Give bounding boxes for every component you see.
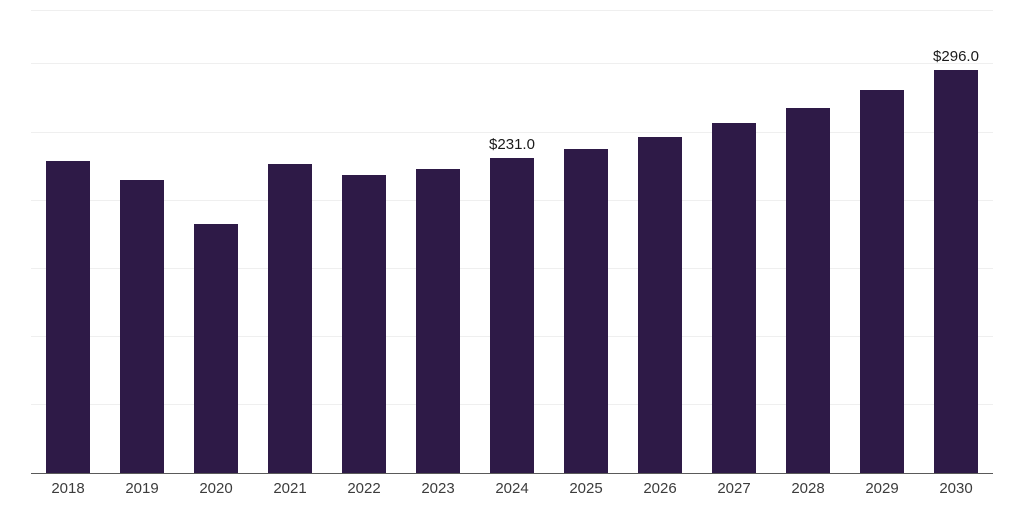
bar-2021	[268, 163, 312, 473]
bar-2020	[194, 223, 238, 473]
plot-area: $231.0 $296.0	[31, 10, 993, 474]
bar-column-2018	[31, 10, 105, 473]
x-tick-label-2018: 2018	[51, 480, 85, 497]
x-axis: 2018 2019 2020 2021 2022 2023 2024 2025 2026 2027…	[31, 480, 993, 497]
gridline	[31, 63, 993, 65]
bar-column-2027	[697, 10, 771, 473]
bar-column-2024: $231.0	[475, 10, 549, 473]
bar-2030	[934, 69, 978, 473]
x-tick-label-2020: 2020	[199, 480, 233, 497]
data-label-2030: $296.0	[933, 47, 979, 65]
bar-2023	[416, 169, 460, 473]
x-tick-label-2028: 2028	[791, 480, 825, 497]
bar-column-2026	[623, 10, 697, 473]
bar-column-2019	[105, 10, 179, 473]
bar-2027	[712, 123, 756, 473]
x-tick-label-2026: 2026	[643, 480, 677, 497]
bar-2024	[490, 158, 534, 473]
bar-2029	[860, 90, 904, 473]
x-tick-label-2022: 2022	[347, 480, 381, 497]
x-tick-label-2021: 2021	[273, 480, 307, 497]
x-tick-label-2030: 2030	[939, 480, 973, 497]
bar-2019	[120, 180, 164, 473]
bar-2028	[786, 108, 830, 473]
x-tick-label-2027: 2027	[717, 480, 751, 497]
bar-2022	[342, 174, 386, 473]
bar-column-2025	[549, 10, 623, 473]
bar-2025	[564, 148, 608, 473]
gridline	[31, 131, 993, 133]
gridline-top	[31, 10, 993, 11]
bar-column-2023	[401, 10, 475, 473]
bar-column-2022	[327, 10, 401, 473]
data-label-2024: $231.0	[489, 136, 535, 154]
bar-2026	[638, 136, 682, 473]
x-tick-label-2019: 2019	[125, 480, 159, 497]
x-tick-label-2025: 2025	[569, 480, 603, 497]
x-tick-label-2024: 2024	[495, 480, 529, 497]
bar-column-2030: $296.0	[919, 10, 993, 473]
bar-column-2028	[771, 10, 845, 473]
x-tick-label-2023: 2023	[421, 480, 455, 497]
bar-column-2029	[845, 10, 919, 473]
bar-column-2021	[253, 10, 327, 473]
x-tick-label-2029: 2029	[865, 480, 899, 497]
bar-2018	[46, 161, 90, 473]
bar-column-2020	[179, 10, 253, 473]
